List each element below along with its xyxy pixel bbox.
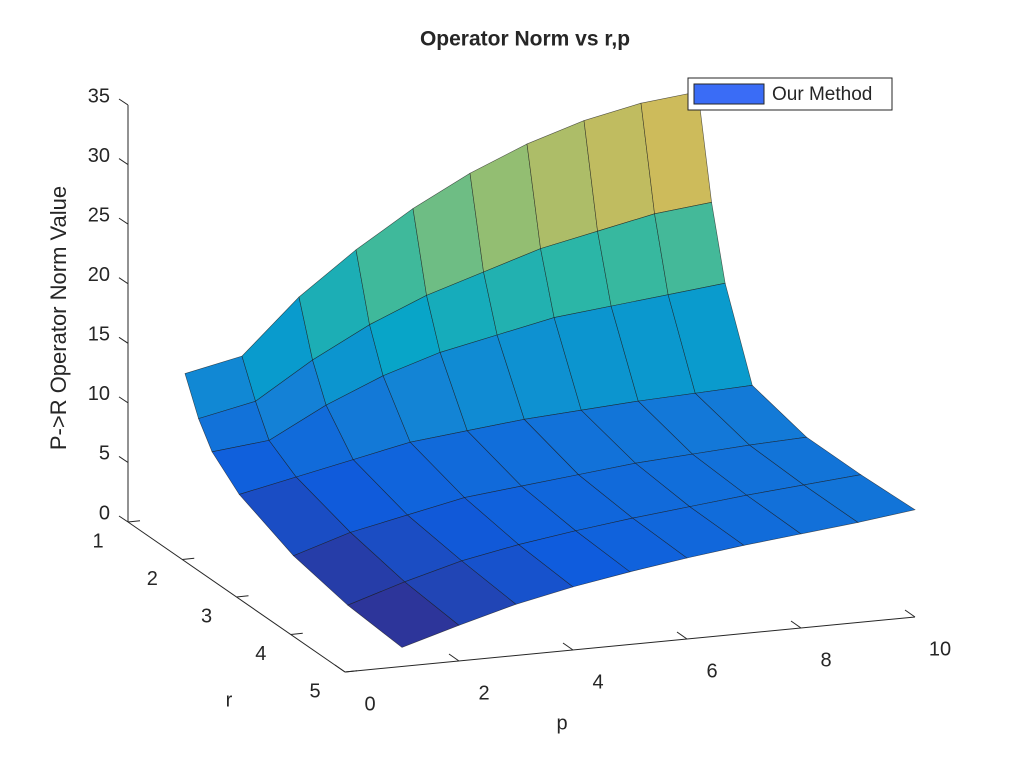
x-tick-label: 2 (478, 682, 489, 704)
y-tick-label: 3 (201, 605, 212, 627)
z-tick (118, 456, 129, 463)
y-tick-label: 2 (147, 568, 158, 590)
x-tick-label: 10 (929, 638, 951, 660)
chart-title: Operator Norm vs r,p (420, 28, 630, 51)
x-tick (676, 631, 688, 640)
x-tick (904, 609, 916, 618)
x-tick-label: 4 (592, 671, 603, 693)
x-tick (334, 664, 346, 673)
z-tick-label: 25 (88, 204, 110, 226)
z-tick-label: 30 (88, 145, 110, 167)
y-tick-label: 5 (309, 680, 320, 702)
y-tick (236, 595, 249, 598)
z-tick (118, 336, 129, 344)
surface (184, 91, 916, 648)
z-axis-label: P->R Operator Norm Value (46, 186, 71, 450)
x-axis-label: p (556, 712, 567, 734)
z-tick-label: 0 (99, 502, 110, 524)
y-tick-label: 1 (92, 530, 103, 552)
z-tick (118, 217, 129, 225)
x-axis (344, 616, 916, 673)
legend-label: Our Method (772, 84, 872, 105)
surface-patch (802, 474, 916, 523)
z-tick-label: 15 (88, 324, 110, 346)
y-axis-label: r (226, 689, 233, 711)
z-tick-label: 35 (88, 85, 110, 107)
x-tick (562, 642, 574, 651)
y-tick (344, 670, 358, 673)
x-tick-label: 8 (820, 649, 831, 671)
x-tick (448, 653, 460, 662)
y-tick (182, 557, 195, 560)
x-tick (790, 620, 802, 629)
x-tick-label: 6 (706, 660, 717, 682)
x-tick-label: 0 (364, 693, 375, 715)
y-tick (290, 632, 303, 635)
z-tick-label: 10 (88, 383, 110, 405)
z-tick (118, 158, 129, 165)
z-tick (118, 396, 129, 404)
y-tick-label: 4 (255, 643, 266, 665)
y-tick (127, 520, 141, 523)
z-tick (118, 277, 129, 285)
z-tick-label: 20 (88, 264, 110, 286)
legend-swatch (693, 83, 765, 105)
z-tick-label: 5 (99, 443, 110, 465)
z-tick (118, 98, 129, 106)
z-tick (118, 515, 129, 523)
